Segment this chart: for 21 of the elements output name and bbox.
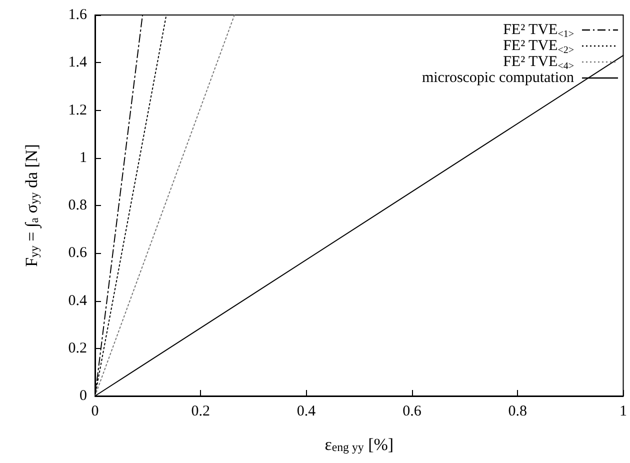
y-tick-label: 0.6 <box>68 245 88 262</box>
y-tick-label: 1.6 <box>68 7 88 23</box>
y-tick-label: 1.2 <box>68 102 87 118</box>
x-tick-label: 0.6 <box>402 404 422 420</box>
y-tick-label: 1.4 <box>68 54 88 71</box>
y-tick-label: 0 <box>80 388 87 404</box>
legend-label: FE² TVE$_{<2>}$ <box>503 38 574 56</box>
x-tick-label: 0 <box>91 404 99 420</box>
x-axis-title: εeng yy [%] <box>324 435 394 454</box>
y-axis-title: Fyy = ∫a σyy da [N] <box>22 144 42 267</box>
legend-label: microscopic computation <box>422 70 574 86</box>
y-tick-label: 0.4 <box>68 292 88 309</box>
x-tick-label: 0.8 <box>508 404 527 420</box>
y-tick-label: 0.2 <box>68 340 87 356</box>
x-tick-label: 1 <box>620 404 627 420</box>
legend-label: FE² TVE$_{<4>}$ <box>503 54 574 72</box>
y-tick-label: 0.8 <box>68 198 87 214</box>
x-tick-label: 0.2 <box>191 404 210 420</box>
legend-label: FE² TVE$_{<1>}$ <box>503 22 574 40</box>
y-tick-label: 1 <box>80 150 87 166</box>
x-tick-label: 0.4 <box>296 404 316 420</box>
